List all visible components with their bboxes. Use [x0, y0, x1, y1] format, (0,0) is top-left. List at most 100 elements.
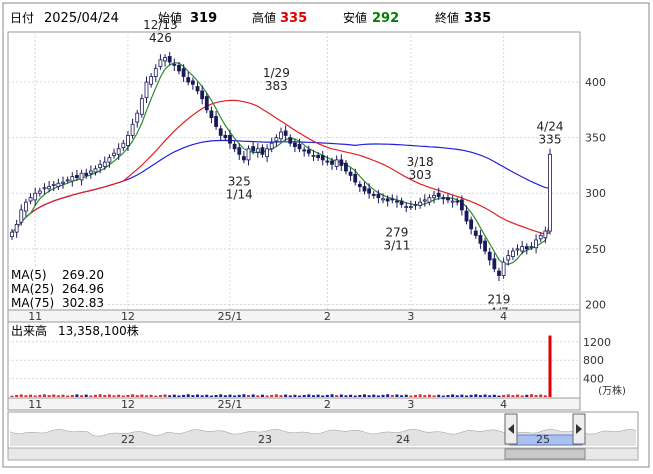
- volume-bar: [52, 394, 56, 397]
- volume-bar: [274, 394, 278, 397]
- volume-bar: [358, 394, 362, 397]
- annotation-date: 1/29: [263, 66, 290, 80]
- candle: [302, 146, 307, 157]
- candle: [432, 191, 436, 204]
- candle-body: [186, 77, 191, 83]
- volume-bar: [228, 394, 232, 397]
- volume-bar: [298, 395, 302, 397]
- price-tick-label: 350: [585, 132, 606, 145]
- candle: [306, 145, 311, 157]
- volume-bar: [135, 395, 139, 397]
- volume-bar: [335, 395, 339, 397]
- volume-bar: [400, 395, 404, 397]
- volume-bar: [260, 394, 264, 397]
- volume-bar: [117, 394, 121, 397]
- volume-bar: [47, 395, 51, 397]
- candle: [399, 197, 404, 208]
- candle: [265, 144, 269, 163]
- volume-bar: [321, 395, 325, 397]
- candle: [195, 82, 200, 95]
- candle: [441, 194, 446, 205]
- candle-body: [65, 179, 70, 182]
- navigator-left-handle[interactable]: [504, 413, 518, 445]
- volume-bar: [107, 394, 111, 397]
- candle: [232, 140, 237, 153]
- candle-body: [265, 148, 269, 157]
- volume-bar: [149, 394, 153, 397]
- low-value: 292: [372, 11, 399, 26]
- volume-bar: [247, 395, 251, 397]
- volume-bar: [121, 395, 125, 397]
- annotation-date: 12/13: [143, 18, 178, 32]
- volume-bar: [376, 395, 380, 397]
- candle-body: [112, 152, 116, 156]
- candle-body: [515, 248, 520, 251]
- price-panel-frame: [7, 31, 581, 311]
- candle: [28, 193, 33, 205]
- navigator-right-handle[interactable]: [572, 413, 586, 445]
- volume-bar: [214, 394, 218, 397]
- scrollbar-thumb[interactable]: [504, 448, 586, 460]
- candle: [121, 139, 126, 151]
- volume-bar: [182, 394, 186, 397]
- candle: [492, 253, 497, 273]
- candle: [102, 156, 107, 170]
- annotation-date: 1/14: [226, 187, 253, 201]
- annotation-date: 4/24: [537, 119, 564, 133]
- candle-body: [344, 162, 348, 172]
- candle-body: [311, 155, 316, 157]
- candle: [177, 62, 181, 75]
- volume-bar: [42, 394, 46, 397]
- candle: [126, 130, 130, 151]
- candle: [61, 176, 65, 189]
- candle: [144, 76, 149, 104]
- volume-bar: [353, 395, 357, 397]
- volume-bar: [302, 395, 306, 397]
- date-tick-label: 12: [121, 310, 135, 323]
- volume-bar: [38, 394, 42, 397]
- volume-bar: [24, 395, 28, 397]
- candle: [483, 237, 487, 255]
- volume-bar: [98, 394, 102, 397]
- candle-body: [487, 251, 492, 261]
- candle-body: [98, 163, 103, 169]
- close-label: 終値: [435, 10, 459, 25]
- volume-bar: [432, 395, 436, 397]
- candle-body: [24, 201, 28, 212]
- date-tick-label: 3: [407, 398, 414, 411]
- candle-body: [432, 195, 436, 199]
- candle: [427, 194, 432, 206]
- volume-bar: [196, 394, 200, 397]
- candle: [237, 143, 242, 160]
- volume-bar: [437, 394, 441, 397]
- horizontal-scrollbar[interactable]: [7, 447, 639, 461]
- price-tick-label: 400: [585, 76, 606, 89]
- candle: [47, 181, 52, 193]
- candle-body: [381, 198, 385, 201]
- candlesticks: [10, 52, 552, 282]
- candle: [450, 195, 455, 208]
- volume-bar: [390, 395, 394, 397]
- candle: [214, 110, 218, 130]
- candle-body: [316, 155, 321, 159]
- volume-bar: [145, 395, 148, 397]
- candle-body: [367, 188, 372, 194]
- volume-tick-label: 400: [583, 373, 604, 386]
- ma25-line: [11, 99, 551, 235]
- candle-body: [441, 197, 446, 200]
- candle: [404, 202, 409, 213]
- ma75-legend-name: MA(75): [11, 296, 54, 310]
- volume-bars: [10, 335, 552, 397]
- candle: [418, 197, 423, 209]
- candle-body: [334, 159, 339, 167]
- candle-body: [455, 200, 460, 203]
- volume-bar: [455, 395, 459, 397]
- high-value: 335: [280, 11, 307, 26]
- candle-body: [283, 130, 288, 136]
- volume-bar: [404, 394, 408, 397]
- candle: [320, 150, 325, 166]
- volume-bar: [270, 394, 274, 397]
- volume-bar: [511, 395, 515, 397]
- candle: [279, 127, 283, 143]
